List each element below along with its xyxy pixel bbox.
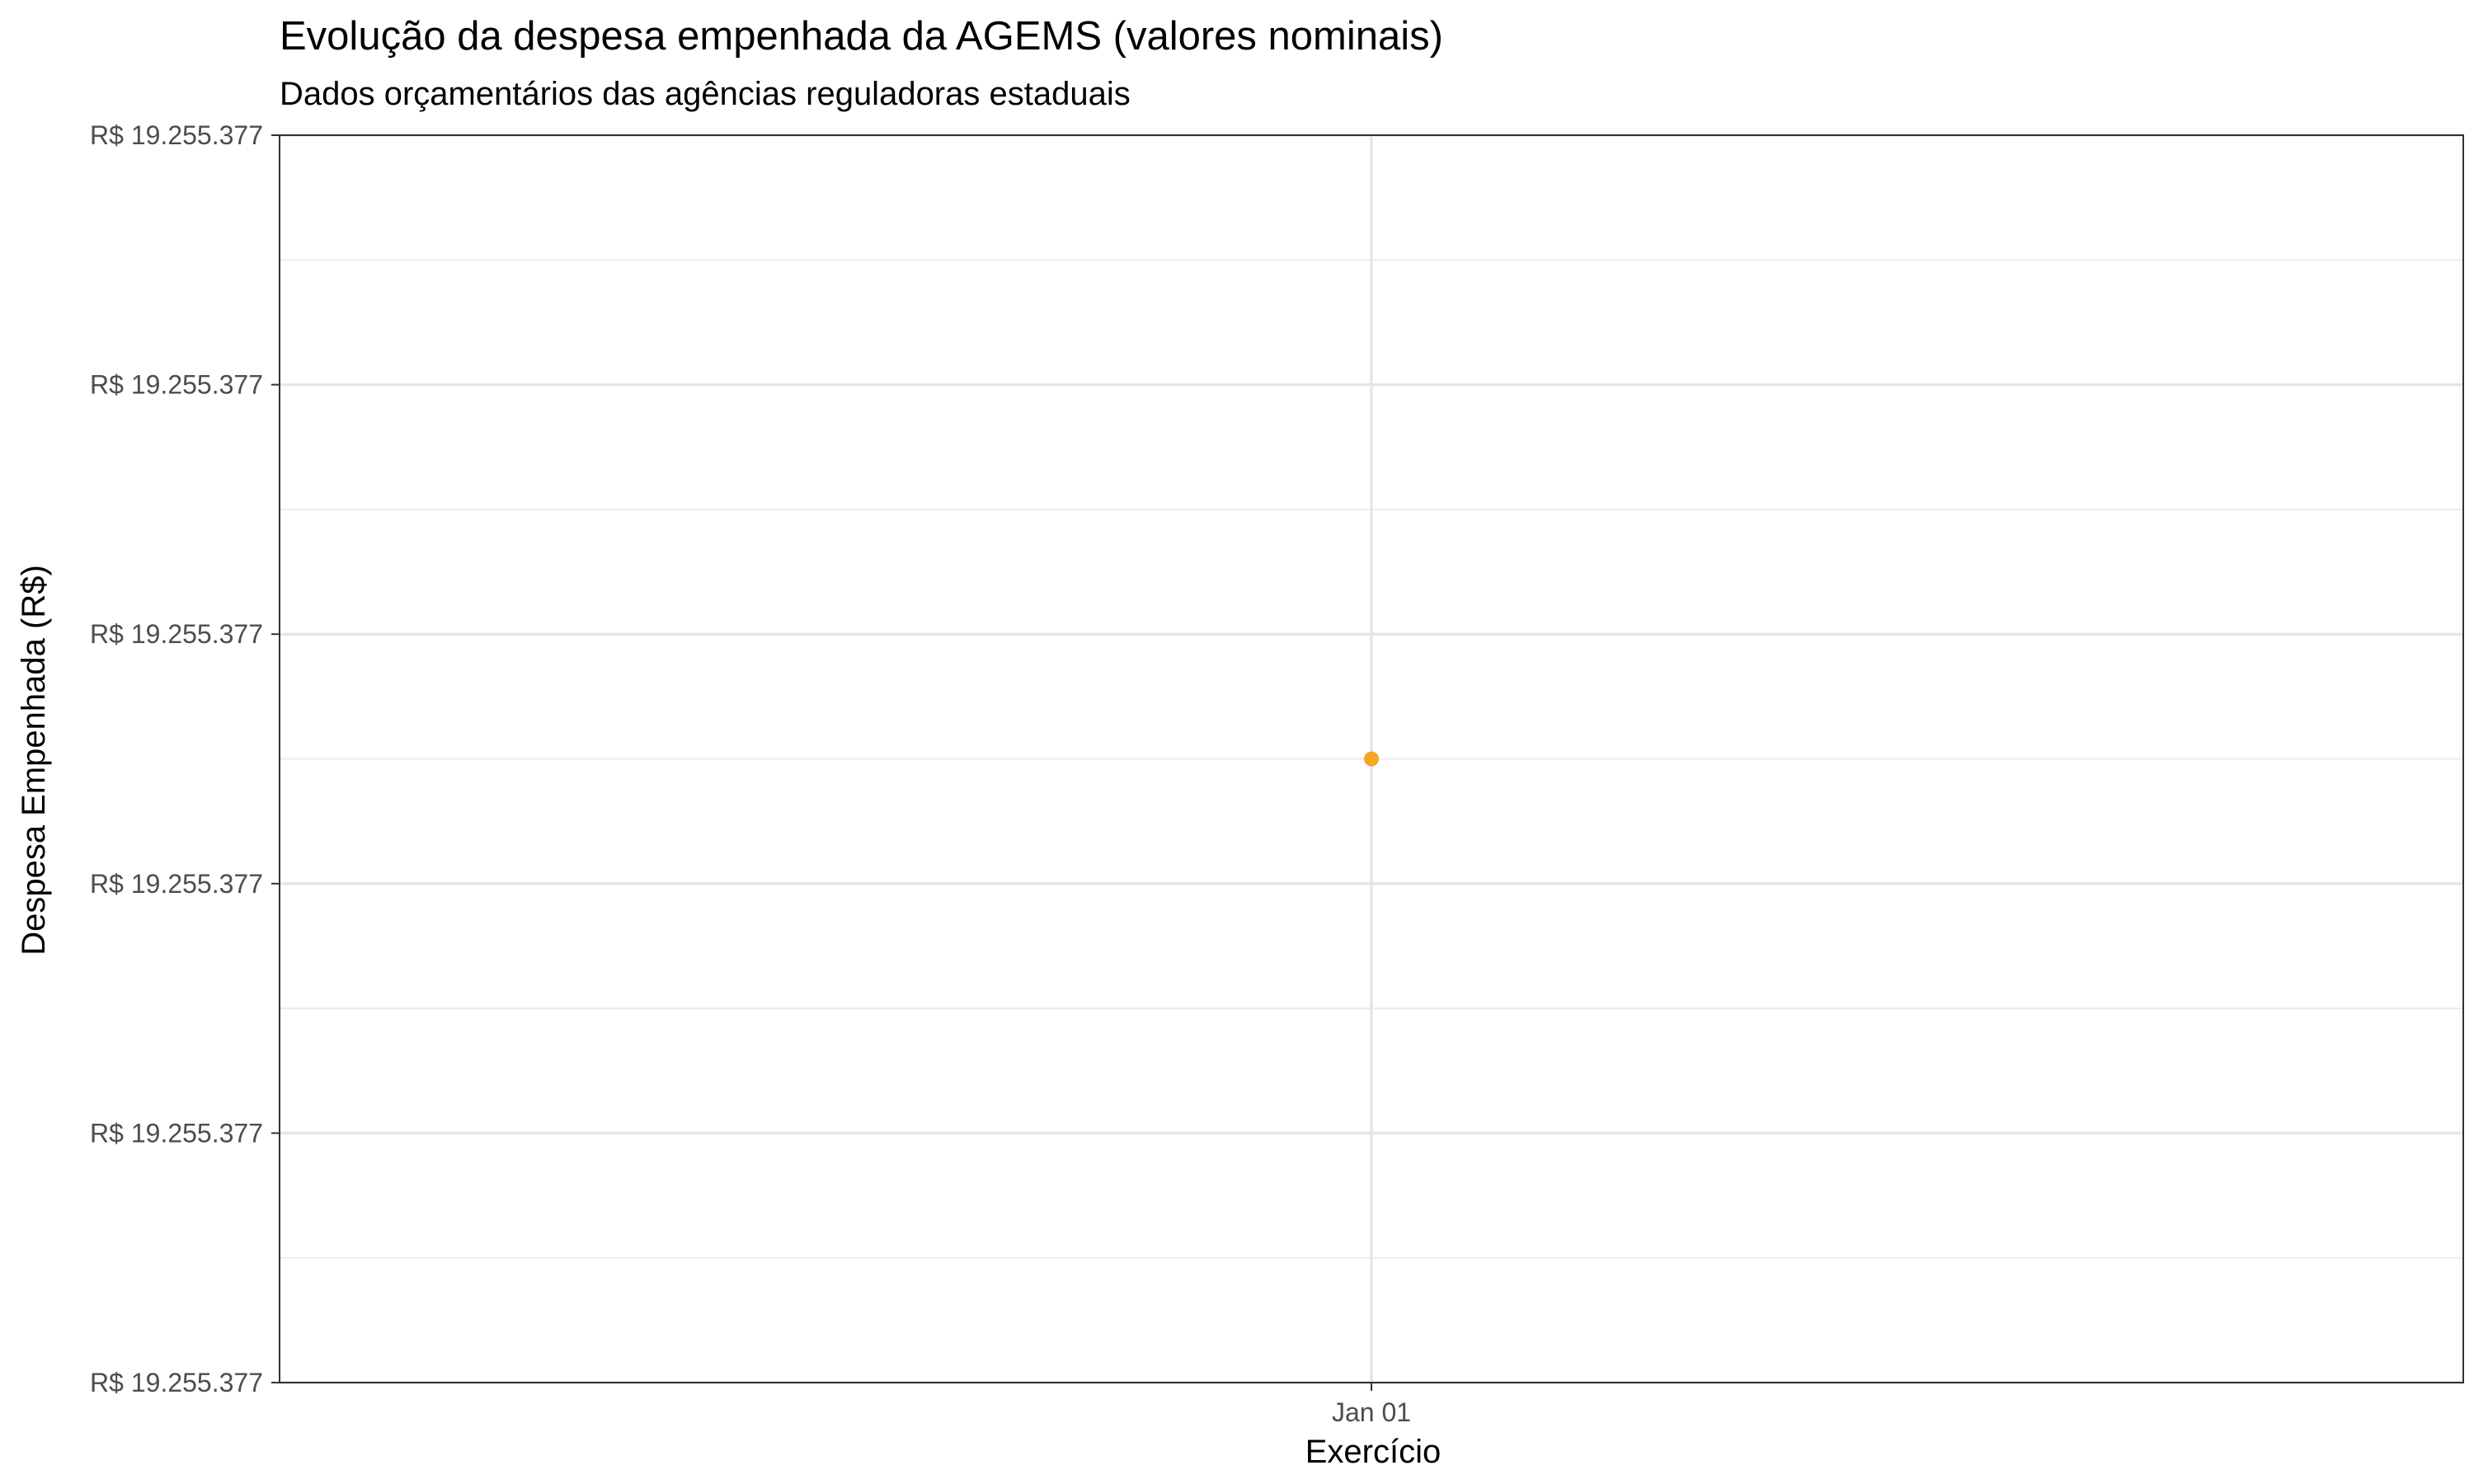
data-point (1364, 751, 1379, 767)
y-axis-title: Despesa Empenhada (R$) (16, 565, 52, 956)
chart-subtitle: Dados orçamentários das agências regulad… (280, 76, 1131, 112)
y-tick-label: R$ 19.255.377 (90, 370, 263, 400)
y-tick-label: R$ 19.255.377 (90, 120, 263, 150)
y-tick-label: R$ 19.255.377 (90, 1368, 263, 1397)
plot-area: R$ 19.255.377 R$ 19.255.377 R$ 19.255.377 R… (90, 120, 2464, 1427)
y-tick-label: R$ 19.255.377 (90, 619, 263, 649)
y-tick-label: R$ 19.255.377 (90, 869, 263, 899)
chart-title: Evolução da despesa empenhada da AGEMS (… (280, 14, 1443, 59)
x-tick-label: Jan 01 (1332, 1397, 1411, 1427)
x-axis-title: Exercício (1305, 1434, 1442, 1470)
y-tick-label: R$ 19.255.377 (90, 1118, 263, 1148)
